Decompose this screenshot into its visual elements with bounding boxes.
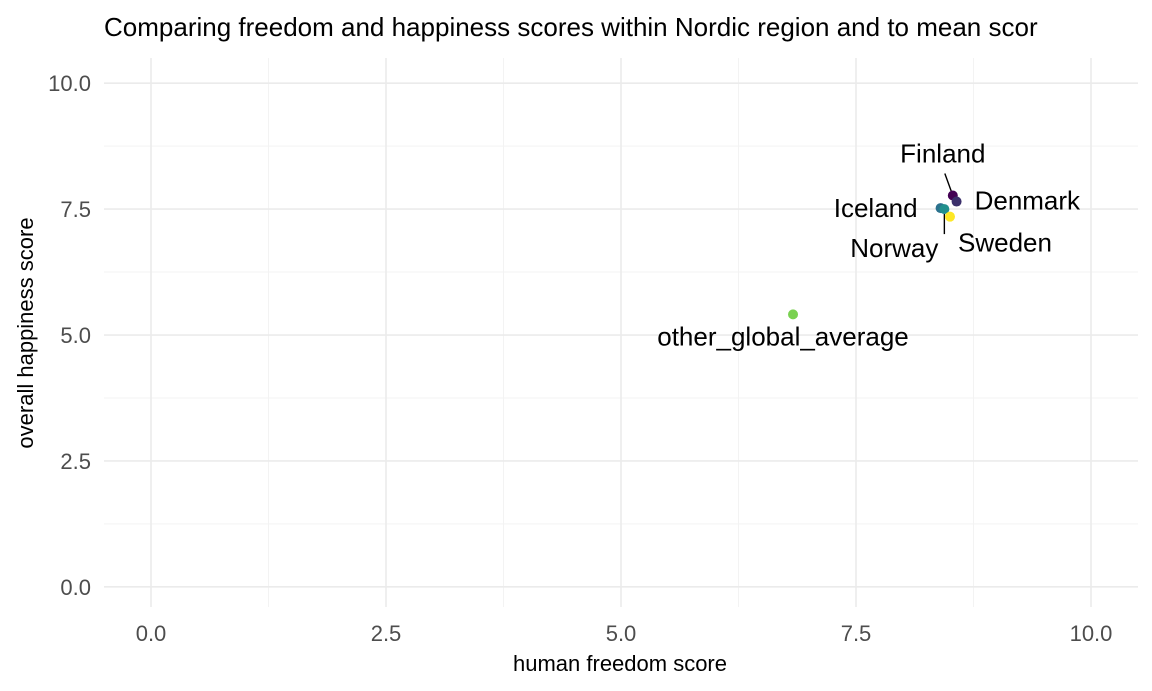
y-tick-label: 7.5	[60, 197, 91, 222]
point-label: other_global_average	[657, 321, 909, 351]
chart-title: Comparing freedom and happiness scores w…	[104, 12, 1038, 42]
x-tick-label: 10.0	[1070, 621, 1113, 646]
x-tick-label: 0.0	[136, 621, 167, 646]
point-label: Norway	[850, 233, 938, 263]
y-tick-label: 2.5	[60, 449, 91, 474]
data-point	[939, 204, 950, 215]
data-point	[945, 211, 955, 222]
x-tick-label: 2.5	[371, 621, 402, 646]
y-axis-title: overall happiness score	[13, 217, 38, 448]
x-tick-label: 5.0	[606, 621, 637, 646]
x-axis-title: human freedom score	[513, 651, 727, 676]
x-tick-label: 7.5	[841, 621, 872, 646]
data-point	[951, 196, 962, 207]
grid	[104, 58, 1138, 607]
y-tick-label: 5.0	[60, 323, 91, 348]
point-labels: Finland Denmark Iceland Norway Sweden other_g…	[657, 139, 1081, 352]
y-tick-label: 0.0	[60, 575, 91, 600]
label-leader-lines	[943, 173, 954, 235]
axis-ticks: 0.0 2.5 5.0 7.5 10.0 0.0 2.5 5.0 7.5 10.0	[48, 71, 1112, 646]
point-label: Iceland	[834, 193, 918, 223]
data-points	[788, 190, 962, 320]
point-label: Finland	[900, 139, 985, 169]
point-label: Denmark	[975, 186, 1081, 216]
point-label: Sweden	[958, 228, 1052, 258]
data-point	[788, 309, 799, 320]
y-tick-label: 10.0	[48, 71, 91, 96]
